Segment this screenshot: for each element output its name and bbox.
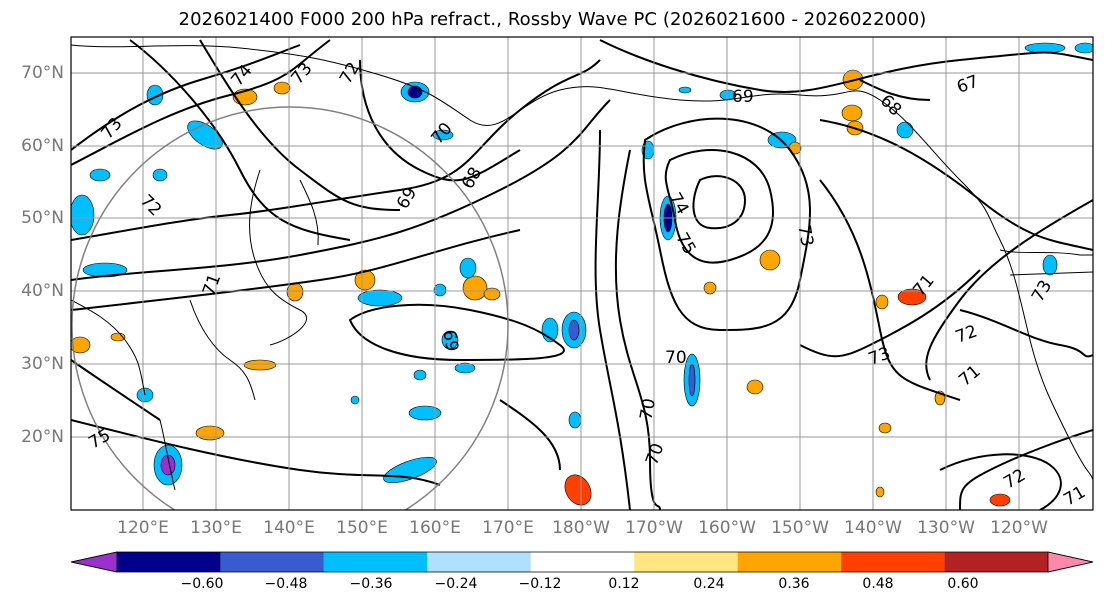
lon-label-120e: 120°E [117, 518, 169, 538]
colorbar-tick-label: 0.48 [862, 576, 894, 592]
lat-label-30n: 30°N [21, 354, 64, 374]
lon-label-130e: 130°E [190, 518, 242, 538]
colorbar-tick-label: −0.36 [349, 576, 393, 592]
lon-label-130w: 130°W [917, 518, 975, 538]
reference-circle [71, 106, 509, 510]
colorbar-tick-label: 0.24 [693, 576, 725, 592]
colorbar-segment [944, 552, 1048, 572]
lon-label-120w: 120°W [990, 518, 1048, 538]
lon-label-140w: 140°W [844, 518, 902, 538]
lon-label-150e: 150°E [336, 518, 388, 538]
colorbar-segment [427, 552, 531, 572]
colorbar-segment [323, 552, 428, 572]
contour-label: 69 [732, 87, 754, 107]
colorbar-segment [841, 552, 945, 572]
contour-label: 73 [793, 223, 816, 248]
lon-label-140e: 140°E [263, 518, 315, 538]
map-border [70, 36, 1094, 511]
lat-label-60n: 60°N [21, 136, 64, 156]
colorbar-segment [737, 552, 842, 572]
lat-label-40n: 40°N [21, 281, 64, 301]
colorbar-outline [70, 551, 1094, 573]
colorbar-tick-label: −0.12 [518, 576, 562, 592]
contour-label: 70 [665, 348, 687, 368]
colorbar-tick-label: 0.60 [947, 576, 979, 592]
lon-label-150w: 150°W [771, 518, 829, 538]
lat-label-70n: 70°N [21, 63, 64, 83]
graticule [71, 37, 1093, 510]
colorbar-segment [117, 552, 221, 572]
colorbar [70, 551, 1094, 573]
lon-label-170w: 170°W [625, 518, 683, 538]
contour-label: 69 [438, 328, 461, 353]
figure-title: 2026021400 F000 200 hPa refract., Rossby… [178, 9, 927, 30]
colorbar-tick-label: −0.60 [180, 576, 224, 592]
lon-label-180w: 180°W [552, 518, 610, 538]
colorbar-extend-high [1047, 551, 1094, 573]
shaded-anomalies [71, 42, 1093, 507]
colorbar-tick-label: 0.12 [608, 576, 640, 592]
map-area: 74 73 72 73 72 71 70 69 68 75 74 73 70 7… [71, 37, 1093, 510]
colorbar-segment [220, 552, 324, 572]
colorbar-segment [530, 552, 635, 572]
colorbar-extend-low [70, 551, 118, 573]
colorbar-tick-label: −0.24 [434, 576, 478, 592]
colorbar-tick-label: −0.48 [264, 576, 308, 592]
colorbar-segment [634, 552, 738, 572]
colorbar-tick-label: 0.36 [778, 576, 810, 592]
contour-label: 70 [636, 397, 659, 422]
lon-label-160e: 160°E [409, 518, 461, 538]
lat-label-50n: 50°N [21, 208, 64, 228]
lat-label-20n: 20°N [21, 427, 64, 447]
coastlines [71, 44, 1093, 491]
refractivity-contours [71, 39, 1093, 510]
lon-label-160w: 160°W [698, 518, 756, 538]
lon-label-170e: 170°E [482, 518, 534, 538]
